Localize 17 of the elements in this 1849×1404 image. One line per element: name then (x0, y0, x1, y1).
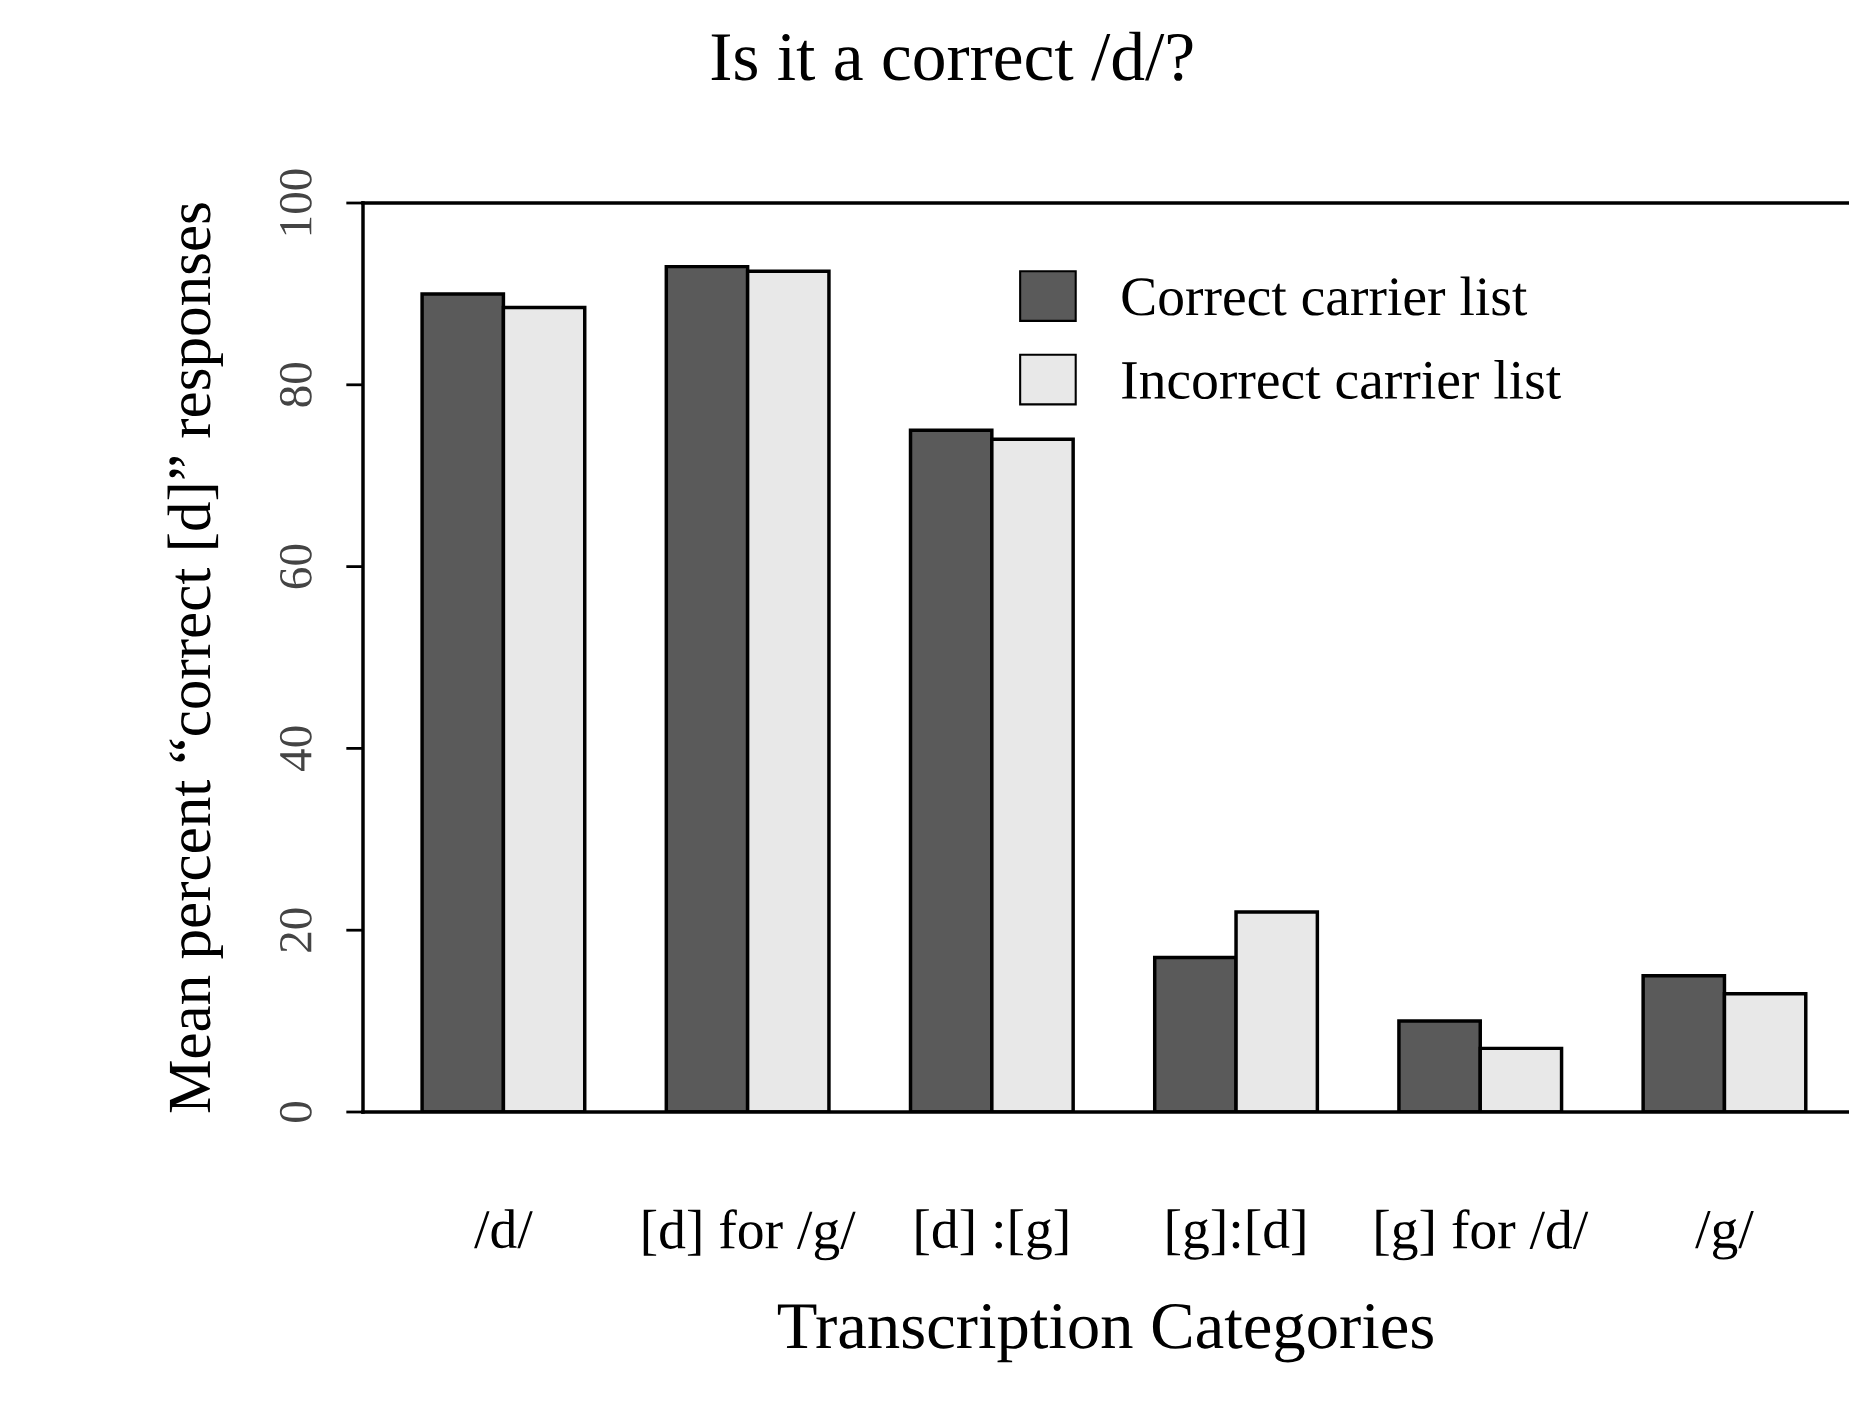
x-tick-label: [d] for /g/ (643, 1209, 856, 1261)
y-tick-label: 100 (279, 169, 312, 235)
x-axis-title: Transcription Categories (777, 1303, 1433, 1363)
legend-label: Incorrect carrier list (1122, 360, 1561, 400)
y-tick-label: 0 (279, 1101, 312, 1123)
x-tick-label: [g] for /d/ (1376, 1209, 1589, 1261)
legend-label: Correct carrier list (1122, 276, 1528, 316)
x-tick-label: [d] :[g] (916, 1209, 1068, 1260)
y-tick-label: 20 (279, 908, 312, 952)
y-tick-label: 80 (279, 362, 312, 407)
y-tick-label: 40 (279, 726, 312, 772)
x-tick-label: /d/ (474, 1209, 533, 1249)
chart-title: Is it a correct /d/? (711, 31, 1193, 81)
x-tick-label: [g]:[d] (1167, 1209, 1305, 1260)
x-tick-label: /g/ (1695, 1210, 1754, 1260)
y-axis-title: Mean percent “correct [d]” responses (167, 203, 223, 1113)
y-tick-label: 60 (279, 544, 312, 589)
